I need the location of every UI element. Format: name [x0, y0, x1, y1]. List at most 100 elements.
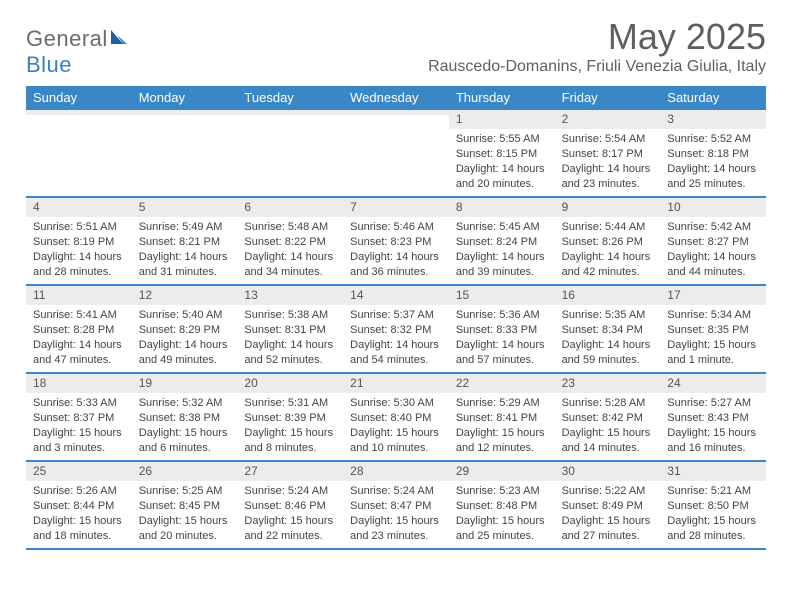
day-cell: 20Sunrise: 5:31 AMSunset: 8:39 PMDayligh…	[237, 374, 343, 460]
week-row: 11Sunrise: 5:41 AMSunset: 8:28 PMDayligh…	[26, 284, 766, 372]
brand-part2: Blue	[26, 52, 72, 77]
sunset-text: Sunset: 8:46 PM	[244, 499, 336, 514]
sunrise-text: Sunrise: 5:31 AM	[244, 396, 336, 411]
sunrise-text: Sunrise: 5:44 AM	[562, 220, 654, 235]
sunrise-text: Sunrise: 5:24 AM	[350, 484, 442, 499]
sunset-text: Sunset: 8:48 PM	[456, 499, 548, 514]
sunrise-text: Sunrise: 5:21 AM	[667, 484, 759, 499]
daylight-text: Daylight: 15 hours and 10 minutes.	[350, 426, 442, 456]
daylight-text: Daylight: 15 hours and 22 minutes.	[244, 514, 336, 544]
week-row: 25Sunrise: 5:26 AMSunset: 8:44 PMDayligh…	[26, 460, 766, 548]
daylight-text: Daylight: 15 hours and 25 minutes.	[456, 514, 548, 544]
day-cell: 11Sunrise: 5:41 AMSunset: 8:28 PMDayligh…	[26, 286, 132, 372]
daylight-text: Daylight: 15 hours and 12 minutes.	[456, 426, 548, 456]
daylight-text: Daylight: 15 hours and 27 minutes.	[562, 514, 654, 544]
day-cell: 16Sunrise: 5:35 AMSunset: 8:34 PMDayligh…	[555, 286, 661, 372]
sunrise-text: Sunrise: 5:40 AM	[139, 308, 231, 323]
daylight-text: Daylight: 14 hours and 57 minutes.	[456, 338, 548, 368]
day-details: Sunrise: 5:30 AMSunset: 8:40 PMDaylight:…	[343, 393, 449, 459]
day-number: 19	[132, 374, 238, 393]
day-cell: 17Sunrise: 5:34 AMSunset: 8:35 PMDayligh…	[660, 286, 766, 372]
sunrise-text: Sunrise: 5:42 AM	[667, 220, 759, 235]
sunset-text: Sunset: 8:49 PM	[562, 499, 654, 514]
day-cell: 9Sunrise: 5:44 AMSunset: 8:26 PMDaylight…	[555, 198, 661, 284]
day-details: Sunrise: 5:34 AMSunset: 8:35 PMDaylight:…	[660, 305, 766, 371]
day-number: 1	[449, 110, 555, 129]
daylight-text: Daylight: 15 hours and 28 minutes.	[667, 514, 759, 544]
day-cell: 6Sunrise: 5:48 AMSunset: 8:22 PMDaylight…	[237, 198, 343, 284]
day-number: 4	[26, 198, 132, 217]
daylight-text: Daylight: 14 hours and 49 minutes.	[139, 338, 231, 368]
sunset-text: Sunset: 8:33 PM	[456, 323, 548, 338]
daylight-text: Daylight: 15 hours and 20 minutes.	[139, 514, 231, 544]
weeks-container: 1Sunrise: 5:55 AMSunset: 8:15 PMDaylight…	[26, 110, 766, 548]
day-number: 29	[449, 462, 555, 481]
day-number: 8	[449, 198, 555, 217]
day-number: 9	[555, 198, 661, 217]
day-cell: 19Sunrise: 5:32 AMSunset: 8:38 PMDayligh…	[132, 374, 238, 460]
sunset-text: Sunset: 8:35 PM	[667, 323, 759, 338]
daylight-text: Daylight: 14 hours and 31 minutes.	[139, 250, 231, 280]
day-cell: 28Sunrise: 5:24 AMSunset: 8:47 PMDayligh…	[343, 462, 449, 548]
day-number: 16	[555, 286, 661, 305]
day-number: 7	[343, 198, 449, 217]
title-block: May 2025 Rauscedo-Domanins, Friuli Venez…	[428, 18, 766, 76]
day-cell: 27Sunrise: 5:24 AMSunset: 8:46 PMDayligh…	[237, 462, 343, 548]
day-cell: 7Sunrise: 5:46 AMSunset: 8:23 PMDaylight…	[343, 198, 449, 284]
sunrise-text: Sunrise: 5:30 AM	[350, 396, 442, 411]
day-details: Sunrise: 5:44 AMSunset: 8:26 PMDaylight:…	[555, 217, 661, 283]
sunrise-text: Sunrise: 5:27 AM	[667, 396, 759, 411]
day-number: 25	[26, 462, 132, 481]
day-details: Sunrise: 5:28 AMSunset: 8:42 PMDaylight:…	[555, 393, 661, 459]
sunrise-text: Sunrise: 5:37 AM	[350, 308, 442, 323]
day-cell: 5Sunrise: 5:49 AMSunset: 8:21 PMDaylight…	[132, 198, 238, 284]
day-cell: 10Sunrise: 5:42 AMSunset: 8:27 PMDayligh…	[660, 198, 766, 284]
dow-sat: Saturday	[660, 86, 766, 110]
sunset-text: Sunset: 8:26 PM	[562, 235, 654, 250]
day-cell: 26Sunrise: 5:25 AMSunset: 8:45 PMDayligh…	[132, 462, 238, 548]
sunrise-text: Sunrise: 5:22 AM	[562, 484, 654, 499]
day-details: Sunrise: 5:25 AMSunset: 8:45 PMDaylight:…	[132, 481, 238, 547]
month-title: May 2025	[428, 18, 766, 56]
day-details: Sunrise: 5:48 AMSunset: 8:22 PMDaylight:…	[237, 217, 343, 283]
sunset-text: Sunset: 8:43 PM	[667, 411, 759, 426]
day-number	[343, 110, 449, 115]
day-cell: 30Sunrise: 5:22 AMSunset: 8:49 PMDayligh…	[555, 462, 661, 548]
day-cell: 23Sunrise: 5:28 AMSunset: 8:42 PMDayligh…	[555, 374, 661, 460]
day-details: Sunrise: 5:26 AMSunset: 8:44 PMDaylight:…	[26, 481, 132, 547]
sunset-text: Sunset: 8:42 PM	[562, 411, 654, 426]
day-number	[237, 110, 343, 115]
sunset-text: Sunset: 8:45 PM	[139, 499, 231, 514]
day-number: 5	[132, 198, 238, 217]
day-cell: 8Sunrise: 5:45 AMSunset: 8:24 PMDaylight…	[449, 198, 555, 284]
day-number: 20	[237, 374, 343, 393]
day-number: 3	[660, 110, 766, 129]
daylight-text: Daylight: 14 hours and 59 minutes.	[562, 338, 654, 368]
day-details: Sunrise: 5:51 AMSunset: 8:19 PMDaylight:…	[26, 217, 132, 283]
week-row: 18Sunrise: 5:33 AMSunset: 8:37 PMDayligh…	[26, 372, 766, 460]
day-number: 24	[660, 374, 766, 393]
sunset-text: Sunset: 8:44 PM	[33, 499, 125, 514]
day-details: Sunrise: 5:27 AMSunset: 8:43 PMDaylight:…	[660, 393, 766, 459]
day-number	[132, 110, 238, 115]
daylight-text: Daylight: 15 hours and 18 minutes.	[33, 514, 125, 544]
day-number: 2	[555, 110, 661, 129]
day-cell: 14Sunrise: 5:37 AMSunset: 8:32 PMDayligh…	[343, 286, 449, 372]
dow-mon: Monday	[132, 86, 238, 110]
sunset-text: Sunset: 8:24 PM	[456, 235, 548, 250]
day-details: Sunrise: 5:40 AMSunset: 8:29 PMDaylight:…	[132, 305, 238, 371]
day-details: Sunrise: 5:23 AMSunset: 8:48 PMDaylight:…	[449, 481, 555, 547]
day-cell: 31Sunrise: 5:21 AMSunset: 8:50 PMDayligh…	[660, 462, 766, 548]
sunset-text: Sunset: 8:41 PM	[456, 411, 548, 426]
header: GeneralBlue May 2025 Rauscedo-Domanins, …	[26, 18, 766, 78]
daylight-text: Daylight: 15 hours and 6 minutes.	[139, 426, 231, 456]
day-number: 12	[132, 286, 238, 305]
daylight-text: Daylight: 14 hours and 52 minutes.	[244, 338, 336, 368]
sunset-text: Sunset: 8:28 PM	[33, 323, 125, 338]
day-number: 11	[26, 286, 132, 305]
daylight-text: Daylight: 14 hours and 23 minutes.	[562, 162, 654, 192]
sunset-text: Sunset: 8:15 PM	[456, 147, 548, 162]
day-number: 6	[237, 198, 343, 217]
day-cell: 1Sunrise: 5:55 AMSunset: 8:15 PMDaylight…	[449, 110, 555, 196]
daylight-text: Daylight: 14 hours and 44 minutes.	[667, 250, 759, 280]
